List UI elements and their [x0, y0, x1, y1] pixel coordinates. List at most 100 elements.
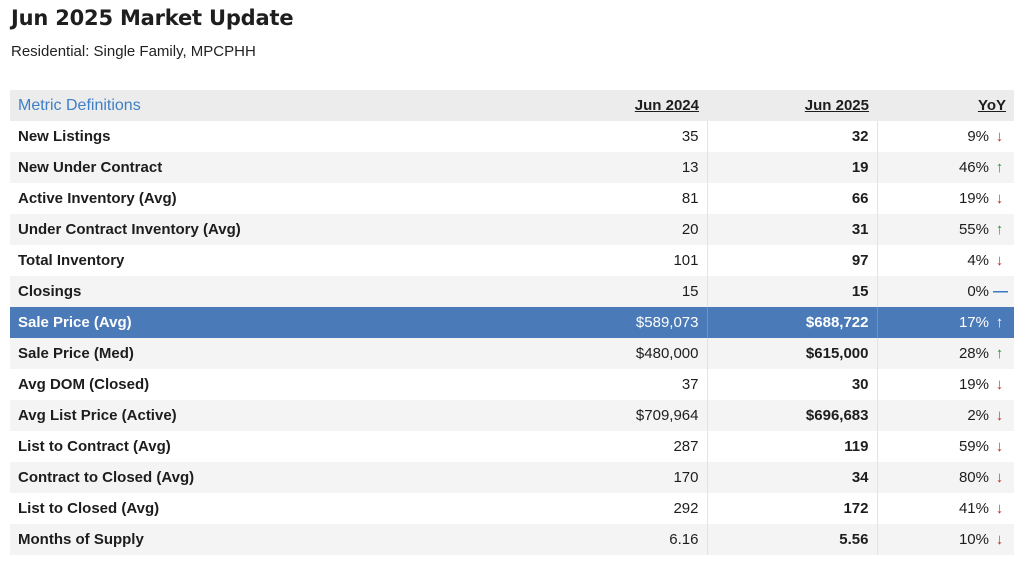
page-title: Jun 2025 Market Update [11, 6, 294, 30]
value-jun-2024: 81 [537, 183, 708, 214]
table-row: Sale Price (Avg) $589,073 $688,722 17% ↑ [10, 307, 1014, 338]
column-header-jun-2024[interactable]: Jun 2024 [634, 97, 699, 114]
yoy-percent: 17% [958, 314, 989, 331]
metric-label: Active Inventory (Avg) [18, 190, 177, 207]
metric-label: List to Contract (Avg) [18, 438, 171, 455]
value-jun-2024: 20 [537, 214, 708, 245]
yoy-percent: 41% [958, 500, 989, 517]
arrow-up-icon: ↑ [995, 314, 1004, 331]
metric-label: Contract to Closed (Avg) [18, 469, 195, 486]
value-jun-2025: 31 [707, 214, 878, 245]
table-row: Months of Supply 6.16 5.56 10% ↓ [10, 524, 1014, 555]
value-jun-2024: 13 [537, 152, 708, 183]
value-yoy: 59% ↓ [877, 431, 1014, 462]
arrow-down-icon: ↓ [995, 500, 1004, 517]
dash-icon: — [993, 283, 1008, 300]
yoy-percent: 59% [958, 438, 989, 455]
table-row: Sale Price (Med) $480,000 $615,000 28% ↑ [10, 338, 1014, 369]
arrow-down-icon: ↓ [995, 531, 1004, 548]
arrow-down-icon: ↓ [995, 407, 1004, 424]
value-jun-2025: 119 [707, 431, 878, 462]
table-row: List to Closed (Avg) 292 172 41% ↓ [10, 493, 1014, 524]
value-jun-2025: $688,722 [707, 307, 878, 338]
arrow-up-icon: ↑ [995, 159, 1004, 176]
value-jun-2024: $589,073 [537, 307, 708, 338]
yoy-percent: 4% [967, 252, 989, 269]
arrow-down-icon: ↓ [995, 128, 1004, 145]
arrow-down-icon: ↓ [995, 252, 1004, 269]
yoy-percent: 2% [967, 407, 989, 424]
metric-label: Sale Price (Avg) [18, 314, 132, 331]
value-jun-2024: 15 [537, 276, 708, 307]
table-row: Avg DOM (Closed) 37 30 19% ↓ [10, 369, 1014, 400]
yoy-percent: 28% [958, 345, 989, 362]
value-jun-2025: $615,000 [707, 338, 878, 369]
value-jun-2025: 30 [707, 369, 878, 400]
metric-definitions-link[interactable]: Metric Definitions [18, 96, 141, 114]
arrow-up-icon: ↑ [995, 221, 1004, 238]
metric-label: Total Inventory [18, 252, 125, 269]
value-yoy: 10% ↓ [877, 524, 1014, 555]
value-jun-2025: 66 [707, 183, 878, 214]
value-yoy: 28% ↑ [877, 338, 1014, 369]
arrow-up-icon: ↑ [995, 345, 1004, 362]
arrow-down-icon: ↓ [995, 438, 1004, 455]
value-jun-2024: $709,964 [537, 400, 708, 431]
value-yoy: 19% ↓ [877, 183, 1014, 214]
value-jun-2024: 101 [537, 245, 708, 276]
metric-label: Closings [18, 283, 82, 300]
yoy-percent: 19% [958, 190, 989, 207]
table-row: List to Contract (Avg) 287 119 59% ↓ [10, 431, 1014, 462]
value-jun-2025: 32 [707, 121, 878, 152]
table-row: Contract to Closed (Avg) 170 34 80% ↓ [10, 462, 1014, 493]
metric-label: Avg DOM (Closed) [18, 376, 150, 393]
metric-label: Avg List Price (Active) [18, 407, 177, 424]
value-yoy: 17% ↑ [877, 307, 1014, 338]
value-jun-2025: 172 [707, 493, 878, 524]
value-jun-2025: $696,683 [707, 400, 878, 431]
value-yoy: 80% ↓ [877, 462, 1014, 493]
metric-label: Under Contract Inventory (Avg) [18, 221, 241, 238]
value-yoy: 0% — [877, 276, 1014, 307]
metric-label: Sale Price (Med) [18, 345, 134, 362]
value-yoy: 46% ↑ [877, 152, 1014, 183]
value-jun-2025: 5.56 [707, 524, 878, 555]
page-subtitle: Residential: Single Family, MPCPHH [11, 43, 256, 60]
yoy-percent: 46% [958, 159, 989, 176]
table-header-row: Metric Definitions Jun 2024 Jun 2025 YoY [10, 90, 1014, 121]
value-yoy: 4% ↓ [877, 245, 1014, 276]
table-row: New Under Contract 13 19 46% ↑ [10, 152, 1014, 183]
value-jun-2024: 292 [537, 493, 708, 524]
yoy-percent: 10% [958, 531, 989, 548]
value-jun-2024: 170 [537, 462, 708, 493]
column-header-jun-2025[interactable]: Jun 2025 [804, 97, 869, 114]
table-row: Avg List Price (Active) $709,964 $696,683 2… [10, 400, 1014, 431]
value-jun-2025: 34 [707, 462, 878, 493]
yoy-percent: 9% [967, 128, 989, 145]
arrow-down-icon: ↓ [995, 190, 1004, 207]
value-jun-2024: $480,000 [537, 338, 708, 369]
value-jun-2024: 35 [537, 121, 708, 152]
yoy-percent: 19% [958, 376, 989, 393]
yoy-percent: 0% [967, 283, 989, 300]
metric-label: New Listings [18, 128, 111, 145]
value-jun-2024: 37 [537, 369, 708, 400]
arrow-down-icon: ↓ [995, 376, 1004, 393]
value-jun-2024: 287 [537, 431, 708, 462]
metric-label: New Under Contract [18, 159, 163, 176]
value-jun-2025: 19 [707, 152, 878, 183]
value-yoy: 9% ↓ [877, 121, 1014, 152]
arrow-down-icon: ↓ [995, 469, 1004, 486]
table-row: New Listings 35 32 9% ↓ [10, 121, 1014, 152]
table-body: New Listings 35 32 9% ↓ New Under Contract 13 1… [10, 121, 1014, 555]
value-yoy: 2% ↓ [877, 400, 1014, 431]
table-row: Closings 15 15 0% — [10, 276, 1014, 307]
table-row: Total Inventory 101 97 4% ↓ [10, 245, 1014, 276]
value-yoy: 41% ↓ [877, 493, 1014, 524]
column-header-yoy[interactable]: YoY [977, 97, 1006, 114]
market-metrics-table: Metric Definitions Jun 2024 Jun 2025 YoY… [10, 90, 1014, 555]
value-jun-2025: 15 [707, 276, 878, 307]
yoy-percent: 55% [958, 221, 989, 238]
yoy-percent: 80% [958, 469, 989, 486]
metric-label: Months of Supply [18, 531, 144, 548]
